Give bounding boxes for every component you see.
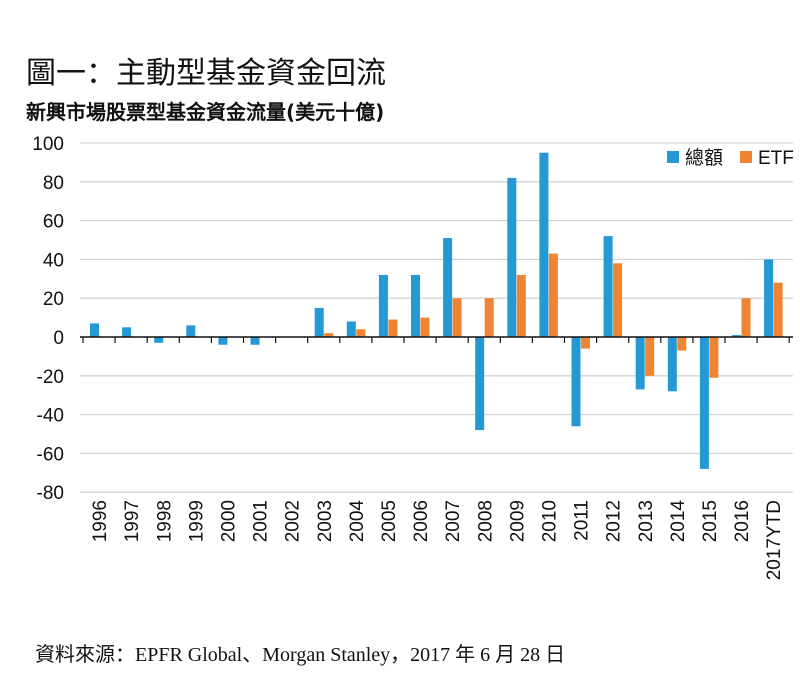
y-tick-label: 100 — [32, 134, 64, 155]
bar-etf-2010 — [548, 253, 558, 337]
bar-total-1996 — [90, 323, 99, 337]
x-tick-label: 1997 — [122, 500, 143, 542]
bar-total-2014 — [667, 337, 677, 392]
bar-total-2017YTD — [764, 259, 774, 337]
bar-etf-2005 — [388, 319, 398, 337]
bar-total-1999 — [186, 325, 196, 337]
legend-label-total: 總額 — [685, 147, 723, 169]
x-tick-label: 2010 — [539, 500, 560, 542]
x-tick-label: 2017YTD — [764, 500, 785, 580]
y-tick-label: 20 — [43, 289, 64, 310]
bar-etf-2016 — [741, 298, 751, 337]
bar-etf-2007 — [452, 298, 462, 337]
x-tick-label: 2007 — [443, 500, 464, 542]
x-tick-label: 2015 — [700, 500, 721, 542]
x-tick-label: 2008 — [475, 500, 496, 542]
bar-total-2013 — [635, 337, 645, 390]
y-tick-label: 60 — [43, 212, 64, 233]
bar-etf-2013 — [645, 337, 655, 376]
bar-etf-2006 — [420, 317, 430, 337]
bar-total-2006 — [411, 274, 420, 337]
bar-etf-2011 — [581, 337, 590, 349]
bar-total-1997 — [122, 327, 132, 337]
bar-total-2000 — [218, 337, 228, 345]
y-tick-label: 80 — [43, 173, 64, 194]
legend-swatch-total — [667, 151, 679, 163]
y-tick-label: 40 — [43, 250, 64, 271]
x-tick-label: 2003 — [315, 500, 336, 542]
bar-total-2012 — [603, 236, 613, 337]
chart-subtitle: 新興市場股票型基金資金流量(美元十億) — [26, 100, 385, 124]
x-tick-label: 2005 — [379, 500, 400, 542]
legend-label-etf: ETF — [758, 148, 794, 169]
y-tick-label: 0 — [53, 328, 64, 349]
x-tick-label: 2013 — [636, 500, 657, 542]
x-tick-label: 1999 — [186, 500, 207, 542]
x-tick-label: 2002 — [283, 500, 304, 542]
bar-total-2001 — [250, 337, 260, 345]
x-tick-label: 2004 — [347, 500, 368, 543]
bar-total-1998 — [154, 337, 164, 343]
x-tick-label: 2012 — [604, 500, 625, 542]
y-tick-label: -20 — [37, 367, 64, 388]
source-note: 資料來源：EPFR Global、Morgan Stanley，2017 年 6… — [35, 644, 566, 666]
bar-total-2007 — [443, 238, 453, 337]
chart-title: 圖一：主動型基金資金回流 — [26, 56, 386, 91]
bar-total-2004 — [346, 321, 356, 337]
y-tick-label: -40 — [37, 406, 64, 427]
bar-etf-2015 — [709, 337, 719, 378]
x-tick-label: 2001 — [251, 500, 272, 542]
x-tick-label: 1998 — [154, 500, 175, 542]
bar-total-2010 — [539, 152, 549, 337]
bar-total-2016 — [732, 335, 741, 337]
bar-total-2003 — [314, 307, 324, 337]
bar-etf-2012 — [613, 263, 623, 337]
bar-total-2005 — [378, 274, 388, 337]
bar-total-2008 — [475, 337, 485, 431]
x-tick-label: 2014 — [668, 500, 689, 543]
bar-etf-2003 — [324, 333, 334, 337]
bar-etf-2014 — [677, 337, 687, 351]
bar-total-2015 — [699, 337, 709, 469]
y-tick-label: -60 — [37, 444, 64, 465]
x-tick-label: 2006 — [411, 500, 432, 542]
x-tick-label: 2016 — [732, 500, 753, 542]
legend-swatch-etf — [740, 151, 752, 163]
x-tick-label: 1996 — [90, 500, 111, 542]
x-tick-label: 2000 — [218, 500, 239, 542]
bar-etf-2008 — [484, 298, 494, 337]
x-tick-label: 2009 — [507, 500, 528, 542]
bar-total-2009 — [507, 177, 517, 337]
bar-total-2011 — [571, 337, 581, 427]
y-tick-label: -80 — [37, 483, 64, 504]
x-tick-label: 2011 — [572, 500, 593, 541]
bar-etf-2009 — [516, 274, 526, 337]
bar-etf-2004 — [356, 329, 366, 337]
bar-etf-2017YTD — [773, 282, 783, 337]
